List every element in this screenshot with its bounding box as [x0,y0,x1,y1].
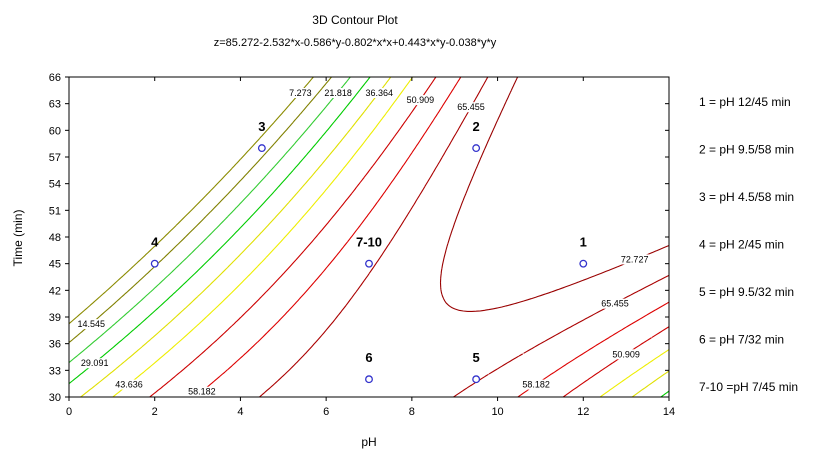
contour-label-bg [611,349,641,360]
point-label: 3 [258,119,265,134]
chart-title: 3D Contour Plot [312,13,398,27]
x-tick-label: 2 [152,406,158,418]
legend-entry: 3 = pH 4.5/58 min [699,190,794,204]
legend-entry: 6 = pH 7/32 min [699,333,784,347]
contour-label: 65.455 [601,299,629,309]
contour-label-bg [79,358,110,369]
x-tick-label: 12 [577,406,589,418]
y-tick-label: 42 [49,285,61,297]
contour-label: 14.545 [78,319,106,329]
y-tick-label: 36 [49,339,61,351]
x-tick-label: 14 [663,406,675,418]
contour-label-bg [114,379,144,390]
contour-label-bg [364,88,395,98]
contour-label-bg [405,95,436,106]
point-label: 2 [473,119,480,134]
legend-entry: 4 = pH 2/45 min [699,238,784,252]
y-axis-label: Time (min) [11,210,25,267]
contour-label: 50.909 [612,349,640,359]
point-label: 7-10 [356,235,382,250]
contour-line [69,77,351,364]
y-tick-label: 66 [49,72,61,84]
contour-label: 72.727 [621,254,649,264]
y-tick-label: 54 [49,179,61,191]
contour-label-bg [521,379,551,390]
x-axis-label: pH [361,435,376,449]
design-point [472,375,481,384]
y-tick-label: 51 [49,205,61,217]
contour-label: 43.636 [115,380,143,390]
y-tick-label: 45 [49,259,61,271]
design-point [365,375,373,384]
plot-area: 7.273 14.545 21.818 29.091 36.364 43.636 50.90… [49,72,675,418]
y-tick-label: 60 [49,125,61,137]
point-label: 4 [151,235,159,250]
design-point [150,259,159,268]
contour-label: 65.455 [457,102,485,112]
contour-line [439,77,669,312]
y-tick-label: 57 [49,152,61,164]
contour-label-bg [76,319,107,330]
legend-entry: 1 = pH 12/45 min [699,95,791,109]
contour-label: 50.909 [407,95,435,105]
contour-label-bg [600,298,630,309]
y-tick-label: 39 [49,312,61,324]
legend-entry: 7-10 =pH 7/45 min [699,380,798,394]
legend-entry: 5 = pH 9.5/32 min [699,285,794,299]
contour-line [69,77,332,344]
x-tick-label: 6 [323,406,329,418]
legend-entry: 2 = pH 9.5/58 min [699,143,794,157]
design-point [472,144,481,153]
design-point [579,259,588,268]
x-tick-label: 10 [491,406,503,418]
point-label: 6 [365,350,372,365]
contour-line [194,77,669,397]
y-tick-label: 48 [49,232,61,244]
contour-line [259,77,669,397]
contour-label-bg [456,102,486,113]
legend: 1 = pH 12/45 min 2 = pH 9.5/58 min 3 = pH … [699,95,798,394]
contour-label: 58.182 [188,387,216,397]
point-label: 1 [580,235,587,250]
y-tick-label: 30 [49,392,61,404]
contour-label: 7.273 [289,88,312,98]
design-point [365,259,373,268]
contour-label: 58.182 [522,380,550,390]
contour-label-bg [187,386,217,397]
chart-subtitle: z=85.272-2.532*x-0.586*y-0.802*x*x+0.443… [214,37,497,49]
contour-lines [69,77,669,397]
contour-label-bg [288,88,313,98]
contour-label: 29.091 [81,358,109,368]
contour-label: 21.818 [324,88,352,98]
point-label: 5 [473,350,480,365]
contour-label-bg [323,88,353,98]
contour-label: 36.364 [366,88,394,98]
y-tick-label: 33 [49,365,61,377]
x-tick-label: 8 [409,406,415,418]
design-point [257,144,266,153]
contour-label-bg [619,254,650,265]
x-tick-label: 0 [66,406,72,418]
y-tick-label: 63 [49,99,61,111]
contour-line [112,77,669,397]
x-tick-label: 4 [237,406,243,418]
contour-line [69,77,314,325]
